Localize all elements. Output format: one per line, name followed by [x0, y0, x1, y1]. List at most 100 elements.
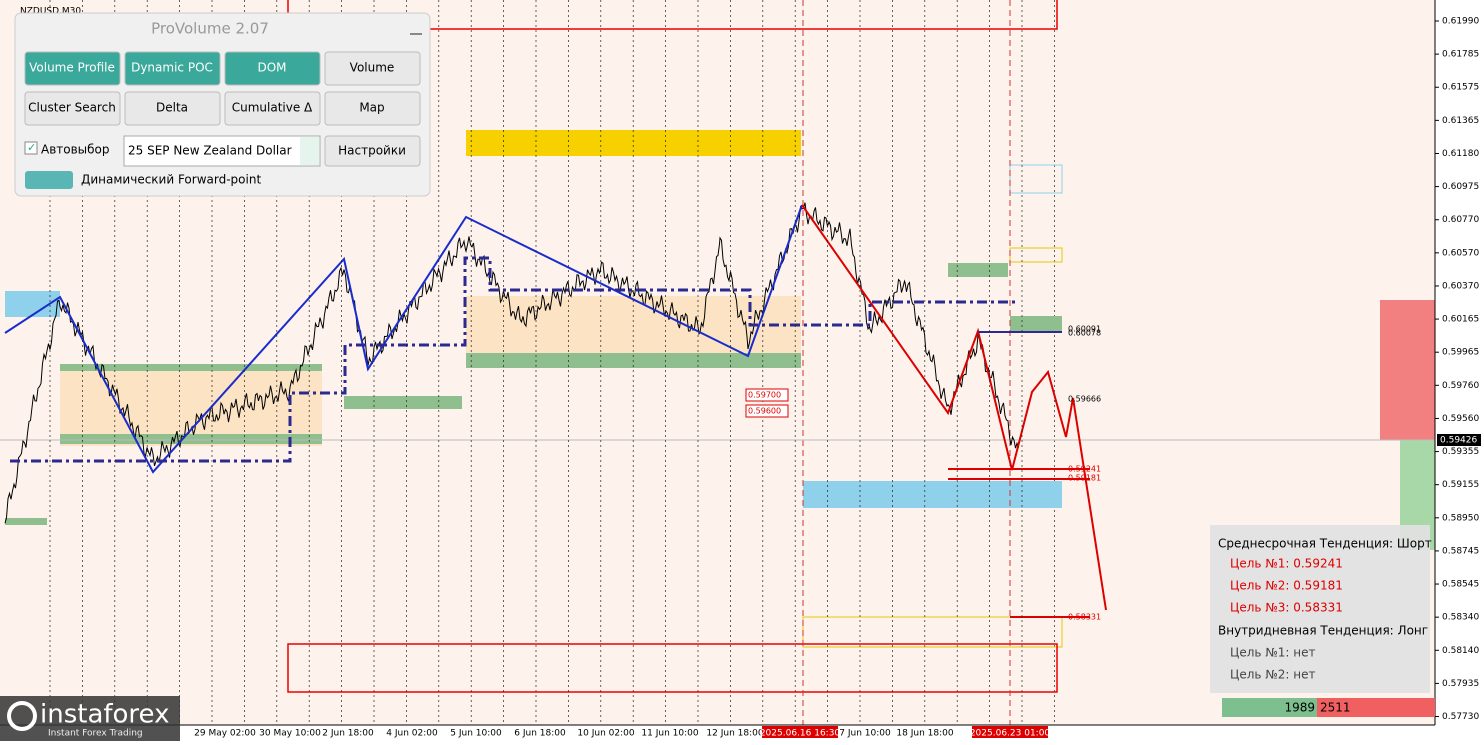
checkbox-label: Автовыбор: [41, 143, 110, 157]
price-axis: [1435, 0, 1484, 741]
price-label: 0.58545: [1442, 580, 1479, 590]
price-label: 0.59560: [1442, 414, 1479, 424]
level-label: 0.59241: [1068, 465, 1101, 474]
time-label: 30 May 10:00: [259, 729, 321, 739]
price-label: 0.59965: [1442, 348, 1479, 358]
button-label: Cluster Search: [28, 101, 116, 115]
info-target: Цель №3: 0.58331: [1230, 601, 1343, 615]
price-label: 0.60370: [1442, 281, 1479, 291]
check-mark: ✓: [27, 141, 36, 154]
level-label: 0.60091: [1068, 325, 1101, 334]
panel-button[interactable]: [124, 91, 221, 126]
level-label: 0.59666: [1068, 395, 1101, 404]
zone: [1010, 316, 1062, 332]
price-label: 0.58950: [1442, 513, 1479, 523]
time-highlight: [762, 726, 838, 738]
price-label: 0.61785: [1442, 50, 1479, 60]
info-target: Цель №2: 0.59181: [1230, 579, 1343, 593]
volume-bar-sell: [1317, 698, 1435, 717]
price-label: 0.57935: [1442, 679, 1479, 689]
sell-count: 2511: [1320, 701, 1351, 715]
price-label: 0.61575: [1442, 83, 1479, 93]
price-label: 0.61990: [1442, 17, 1479, 27]
panel-button[interactable]: [224, 51, 321, 86]
instrument: 25 SEP New Zealand Dollar: [128, 144, 292, 158]
zone: [1009, 164, 1063, 194]
current-price-box: [1437, 434, 1481, 446]
provolume-panel: ProVolume 2.07 Volume Profile Dynamic POC…: [14, 12, 431, 197]
price-label: 0.60770: [1442, 215, 1479, 225]
panel-button[interactable]: [324, 51, 421, 86]
price-label: 0.58340: [1442, 613, 1479, 623]
symbol: NZDUSD,M30: [20, 7, 81, 17]
instrument-select[interactable]: [123, 135, 321, 167]
info-box: [1210, 525, 1430, 693]
time-label: 5 Jun 10:00: [450, 729, 502, 739]
logo-icon: [7, 701, 37, 731]
panel-button[interactable]: [24, 51, 121, 86]
zigzag: [801, 204, 1107, 611]
spinner[interactable]: [300, 137, 319, 165]
time-highlight-label: 2025.06.23 01:00: [970, 729, 1051, 739]
zigzag: [4, 204, 803, 474]
zone: [5, 291, 60, 317]
button-label: Volume Profile: [29, 61, 115, 75]
buy-count: 1989: [1284, 701, 1315, 715]
volume-zone: [1380, 300, 1435, 440]
price-label: 0.59760: [1442, 381, 1479, 391]
info-target: Цель №1: 0.59241: [1230, 557, 1343, 571]
time-label: 10 Jun 02:00: [577, 729, 634, 739]
level-label: 0.59181: [1068, 474, 1101, 483]
button-label: Delta: [156, 101, 188, 115]
zone: [948, 263, 1008, 277]
time-axis: [0, 725, 1435, 741]
zone: [60, 434, 322, 444]
current-price: 0.59426: [1440, 436, 1477, 446]
info-target: Цель №2: нет: [1230, 668, 1315, 682]
price-label: 0.60165: [1442, 315, 1479, 325]
volume-bar-buy: [1222, 698, 1317, 717]
level-label: 0.60078: [1068, 329, 1101, 338]
price-label: 0.58745: [1442, 546, 1479, 556]
time-label: 7 Jun 10:00: [839, 729, 891, 739]
price-label: 0.59155: [1442, 480, 1479, 490]
logo-tagline: Instant Forex Trading: [48, 729, 143, 739]
button-label: Dynamic POC: [131, 61, 213, 75]
panel-button[interactable]: [24, 91, 121, 126]
toggle[interactable]: [25, 171, 73, 189]
settings-button[interactable]: [324, 135, 421, 167]
level-box: [745, 404, 789, 418]
price-label: 0.57730: [1442, 712, 1479, 722]
price-label: 0.60975: [1442, 182, 1479, 192]
time-label: 4 Jun 02:00: [386, 729, 438, 739]
time-highlight: [972, 726, 1048, 738]
chart-area: [0, 0, 1435, 725]
logo: instaforex: [40, 700, 169, 730]
zone: [5, 518, 47, 525]
button-label: Volume: [350, 61, 395, 75]
panel-button[interactable]: [324, 91, 421, 126]
price-label: 0.58140: [1442, 646, 1479, 656]
price-label: 0.59355: [1442, 447, 1479, 457]
time-label: 6 Jun 18:00: [514, 729, 566, 739]
level-label: 0.59600: [748, 407, 781, 416]
time-label: 11 Jun 10:00: [641, 729, 698, 739]
panel-button[interactable]: [124, 51, 221, 86]
zone: [60, 364, 322, 371]
time-label: 29 May 02:00: [194, 729, 256, 739]
toggle-label: Динамический Forward-point: [81, 173, 261, 187]
zone: [803, 481, 1062, 508]
level-label: 0.59700: [748, 391, 781, 400]
zone: [344, 396, 462, 409]
price-label: 0.61365: [1442, 116, 1479, 126]
price-label: 0.61180: [1442, 149, 1479, 159]
time-highlight-label: 2025.06.16 16:30: [760, 729, 841, 739]
time-label: 18 Jun 18:00: [896, 729, 953, 739]
price-series: [4, 202, 1019, 524]
checkbox[interactable]: [24, 141, 38, 155]
panel-button[interactable]: [224, 91, 321, 126]
level-label: 0.58331: [1068, 613, 1101, 622]
info-heading: Внутридневная Тенденция: Лонг: [1218, 624, 1428, 638]
level-box: [745, 388, 789, 402]
